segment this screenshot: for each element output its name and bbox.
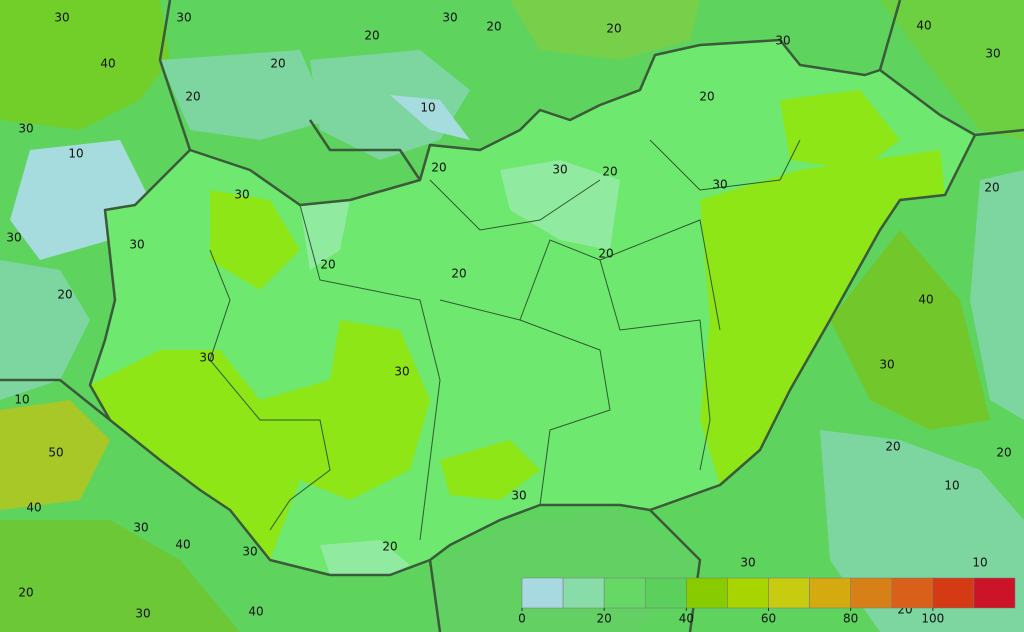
legend-swatch: [768, 577, 810, 609]
contour-label: 20: [431, 161, 446, 175]
contour-label: 10: [68, 147, 83, 161]
contour-label: 20: [699, 90, 714, 104]
contour-label: 20: [606, 22, 621, 36]
contour-label: 20: [185, 90, 200, 104]
contour-label: 40: [26, 501, 41, 515]
contour-label: 40: [916, 19, 931, 33]
contour-label: 30: [133, 521, 148, 535]
legend-tick-label: 80: [843, 612, 858, 626]
contour-label: 20: [270, 57, 285, 71]
legend-swatch: [727, 577, 769, 609]
contour-label: 20: [602, 165, 617, 179]
contour-label: 20: [18, 586, 33, 600]
contour-label: 30: [511, 489, 526, 503]
contour-label: 40: [248, 605, 263, 619]
legend-tick-label: 20: [597, 612, 612, 626]
legend-swatch: [603, 577, 646, 609]
legend-swatch: [562, 577, 605, 609]
contour-label: 20: [885, 440, 900, 454]
contour-labels: 30 30 20 30 20 20 40 40 20 30 30 20 10 20 30 10 20 30 20 30…: [6, 11, 1011, 621]
high-zones: [90, 90, 945, 575]
contour-label: 30: [775, 34, 790, 48]
contour-label: 30: [740, 556, 755, 570]
contour-label: 50: [48, 446, 63, 460]
contour-label: 20: [320, 258, 335, 272]
legend-swatch: [850, 577, 893, 609]
contour-label: 20: [451, 267, 466, 281]
legend-swatch: [645, 577, 687, 609]
contour-label: 30: [199, 351, 214, 365]
contour-label: 20: [382, 540, 397, 554]
contour-label: 20: [598, 247, 613, 261]
legend-tick-label: 40: [679, 612, 694, 626]
legend-swatch: [891, 577, 934, 609]
contour-label: 30: [54, 11, 69, 25]
contour-label: 30: [129, 238, 144, 252]
contour-label: 20: [996, 446, 1011, 460]
contour-label: 30: [135, 607, 150, 621]
legend-swatch: [973, 577, 1016, 609]
contour-label: 10: [944, 479, 959, 493]
contour-label: 30: [6, 231, 21, 245]
contour-label: 40: [918, 293, 933, 307]
contour-label: 30: [394, 365, 409, 379]
legend: 0 20 40 60 80 100: [518, 577, 1016, 626]
contour-label: 30: [242, 545, 257, 559]
legend-tick-label: 60: [761, 612, 776, 626]
legend-swatch: [521, 577, 564, 609]
country-border: [88, 38, 977, 577]
contour-label: 30: [712, 178, 727, 192]
contour-label: 10: [14, 393, 29, 407]
contour-label: 30: [879, 358, 894, 372]
legend-swatch: [686, 577, 728, 609]
contour-label: 30: [552, 163, 567, 177]
contour-label: 30: [442, 11, 457, 25]
contour-label: 20: [57, 288, 72, 302]
legend-tick-label: 100: [921, 612, 944, 626]
contour-label: 40: [100, 57, 115, 71]
contour-label: 20: [984, 181, 999, 195]
contour-label: 30: [176, 11, 191, 25]
contour-label: 20: [486, 20, 501, 34]
contour-label: 10: [420, 101, 435, 115]
legend-swatch: [809, 577, 851, 609]
legend-swatch: [932, 577, 975, 609]
contour-label: 20: [364, 29, 379, 43]
county-lines: [209, 139, 801, 541]
contour-label: 30: [18, 122, 33, 136]
contour-label: 10: [972, 556, 987, 570]
legend-tick-label: 0: [518, 612, 526, 626]
contour-label: 30: [234, 188, 249, 202]
contour-label: 40: [175, 538, 190, 552]
contour-label: 30: [985, 47, 1000, 61]
